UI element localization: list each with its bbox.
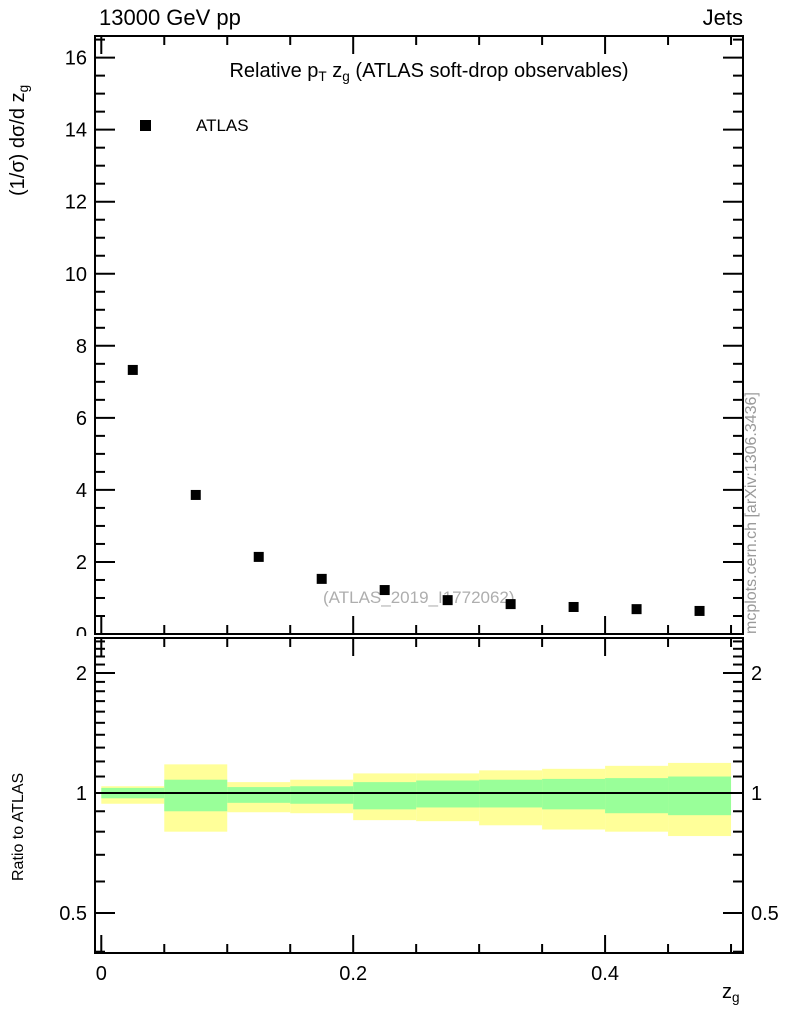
data-point [694, 605, 705, 616]
uncertainty-band-inner [227, 787, 291, 803]
data-point [253, 551, 264, 562]
filled-square-marker-icon [140, 120, 151, 131]
uncertainty-band-inner [290, 786, 354, 804]
uncertainty-band-inner [605, 778, 669, 814]
ratio-frame [94, 637, 744, 954]
ratio-y-tick-label-right: 1 [751, 783, 762, 805]
data-point [379, 585, 390, 596]
legend: ATLAS [140, 117, 249, 134]
ratio-y-tick-label-right: 2 [751, 663, 762, 685]
uncertainty-band-inner [164, 779, 228, 812]
text-segment: z [326, 60, 343, 82]
data-point [316, 573, 327, 584]
data-point [568, 601, 579, 612]
main-y-tick-label: 2 [76, 552, 87, 574]
subscript-text: g [342, 68, 350, 84]
data-point [505, 599, 516, 610]
x-tick-label: 0 [96, 963, 107, 985]
analysis-id-watermark: (ATLAS_2019_I1772062) [323, 588, 515, 607]
ratio-y-tick-label-left: 0.5 [59, 903, 87, 925]
subscript-text: g [732, 989, 740, 1005]
plot-title: Relative pT zg (ATLAS soft-drop observab… [105, 61, 753, 83]
text-segment: z [722, 981, 732, 1003]
data-point [442, 595, 453, 606]
main-panel: 0 2 4 6 8 10 12 14 16 [65, 35, 744, 646]
data-point [190, 489, 201, 500]
legend-label: ATLAS [196, 116, 249, 135]
main-y-tick-label: 0 [76, 624, 87, 646]
x-tick-label: 0.2 [339, 963, 367, 985]
uncertainty-band-inner [668, 776, 732, 816]
beam-energy-label: 13000 GeV pp [99, 5, 241, 30]
x-tick-label: 0.4 [591, 963, 619, 985]
main-y-tick-label: 12 [65, 192, 87, 214]
ratio-y-tick-label-left: 2 [76, 663, 87, 685]
data-point [127, 364, 138, 375]
data-point [631, 604, 642, 615]
main-frame [94, 35, 744, 635]
x-axis-label: zg [722, 982, 740, 1004]
main-y-tick-label: 8 [76, 336, 87, 358]
text-segment: Relative p [229, 60, 319, 82]
uncertainty-band-inner [542, 778, 606, 810]
uncertainty-band-inner [353, 782, 417, 810]
main-y-tick-label: 6 [76, 408, 87, 430]
subscript-text: T [318, 68, 327, 84]
ratio-y-tick-label-right: 0.5 [751, 903, 779, 925]
main-y-tick-label: 14 [65, 120, 87, 142]
main-y-tick-label: 10 [65, 264, 87, 286]
process-label: Jets [702, 5, 743, 30]
ratio-panel: 0.5 0.5 1 1 2 2 0 0.2 0.4 [59, 637, 779, 985]
main-y-tick-label: 16 [65, 48, 87, 70]
ratio-y-tick-label-left: 1 [76, 783, 87, 805]
main-y-tick-label: 4 [76, 480, 87, 502]
text-segment: (ATLAS soft-drop observables) [349, 60, 629, 82]
